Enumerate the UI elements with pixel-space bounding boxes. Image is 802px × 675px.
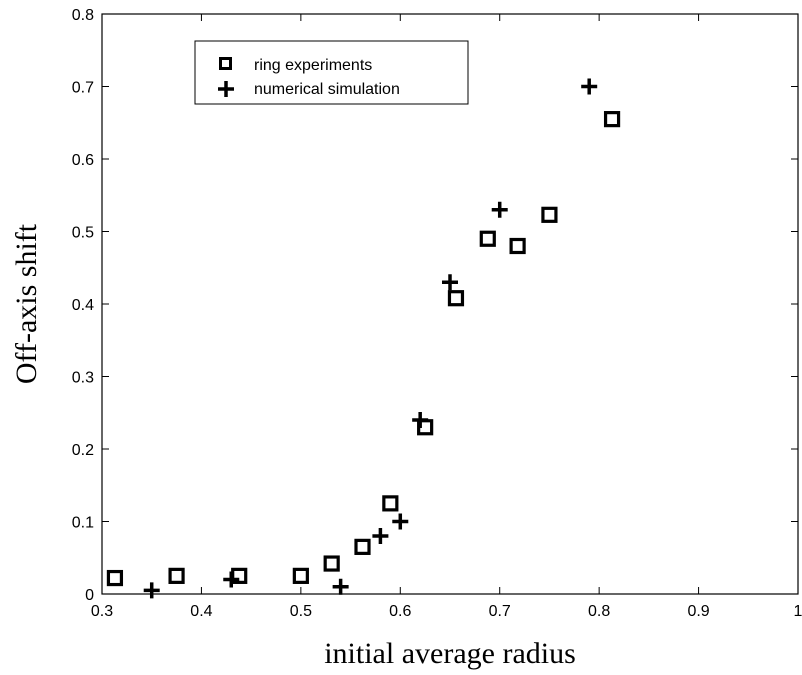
legend-marker-ring-experiments [219, 57, 232, 70]
y-tick-label: 0.2 [72, 442, 94, 459]
numerical-simulation-point [223, 571, 240, 588]
y-axis-title: Off-axis shift [10, 223, 43, 384]
ring-experiment-point [479, 230, 496, 247]
ring-experiment-point [106, 569, 124, 587]
y-tick-label: 0.4 [72, 297, 94, 314]
numerical-simulation-point [332, 578, 349, 595]
y-tick-label: 0.6 [72, 152, 94, 169]
ring-experiment-point [168, 567, 185, 584]
x-tick-label: 0.6 [389, 603, 411, 620]
x-tick-label: 0.9 [687, 603, 709, 620]
ring-experiment-point [323, 555, 340, 572]
axis-ticks [101, 13, 799, 595]
x-axis-title: initial average radius [324, 637, 576, 670]
numerical-simulation-point [143, 582, 160, 599]
x-tick-label: 0.4 [190, 603, 212, 620]
x-tick-labels: 0.3 0.4 0.5 0.6 0.7 0.8 0.9 1 [91, 603, 802, 620]
ring-experiment-point [382, 495, 399, 512]
legend-label-ring-experiments: ring experiments [254, 57, 372, 74]
ring-experiment-point [603, 111, 621, 128]
y-tick-label: 0.5 [72, 225, 94, 242]
x-tick-label: 0.3 [91, 603, 113, 620]
y-tick-labels: 0 0.1 0.2 0.3 0.4 0.5 0.6 0.7 0.8 [72, 7, 94, 604]
ring-experiment-point [541, 206, 558, 223]
ring-experiment-point [292, 567, 309, 584]
y-tick-label: 0.3 [72, 370, 94, 387]
numerical-simulation-point [372, 528, 389, 544]
x-tick-label: 0.7 [489, 603, 511, 620]
numerical-simulation-point [491, 201, 508, 218]
x-tick-label: 1 [794, 603, 802, 620]
x-tick-label: 0.8 [588, 603, 610, 620]
legend-box [194, 40, 469, 105]
numerical-simulation-point [442, 274, 458, 291]
y-tick-label: 0.1 [72, 515, 94, 532]
legend-marker-numerical-simulation [218, 81, 234, 97]
ring-experiment-point [447, 290, 465, 307]
ring-experiment-point [509, 237, 526, 255]
numerical-simulation-point [581, 78, 598, 95]
ring-experiment-point [354, 538, 371, 555]
numerical-simulation-point [392, 513, 409, 530]
x-tick-label: 0.5 [290, 603, 312, 620]
numerical-simulation-point [412, 412, 429, 428]
y-tick-label: 0 [85, 587, 94, 604]
legend-label-numerical-simulation: numerical simulation [254, 81, 400, 98]
y-tick-label: 0.8 [72, 7, 94, 24]
y-tick-label: 0.7 [72, 80, 94, 97]
legend: ring experiments numerical simulation [194, 40, 469, 105]
data-points [106, 78, 621, 599]
